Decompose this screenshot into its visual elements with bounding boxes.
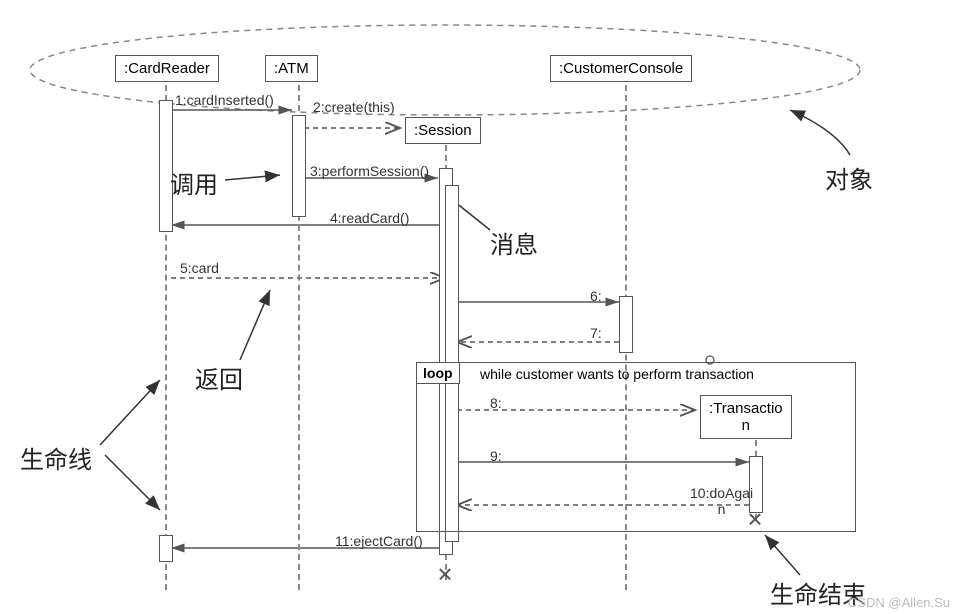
object-cardreader: :CardReader [115, 55, 219, 82]
annot-object: 对象 [825, 160, 873, 195]
activation-atm-1 [292, 115, 306, 217]
msg10-label: 10:doAgain [690, 485, 753, 517]
annot-return: 返回 [195, 360, 243, 395]
msg3-label: 3:performSession() [310, 163, 429, 179]
annot-message: 消息 [490, 225, 538, 260]
activation-cardreader-2 [159, 535, 173, 562]
loop-tag: loop [416, 362, 460, 384]
msg6-label: 6: [590, 288, 602, 304]
annot-lifeline: 生命线 [20, 440, 92, 475]
loop-fragment [416, 362, 856, 532]
msg2-label: 2:create(this) [313, 99, 395, 115]
msg4-label: 4:readCard() [330, 210, 409, 226]
msg9-label: 9: [490, 448, 502, 464]
destroy-session: ✕ [437, 563, 454, 588]
loop-guard: while customer wants to perform transact… [480, 366, 754, 382]
watermark: CSDN @Allen.Su [848, 595, 950, 610]
msg7-label: 7: [590, 325, 602, 341]
activation-console-1 [619, 296, 633, 353]
msg1-label: 1:cardInserted() [175, 92, 274, 108]
sequence-diagram: :CardReader :ATM :Session :CustomerConso… [0, 0, 958, 614]
msg5-label: 5:card [180, 260, 219, 276]
object-atm: :ATM [265, 55, 318, 82]
object-console: :CustomerConsole [550, 55, 692, 82]
msg11-label: 11:ejectCard() [335, 533, 423, 549]
msg8-label: 8: [490, 395, 502, 411]
annot-call: 调用 [170, 165, 218, 200]
object-session: :Session [405, 117, 481, 144]
